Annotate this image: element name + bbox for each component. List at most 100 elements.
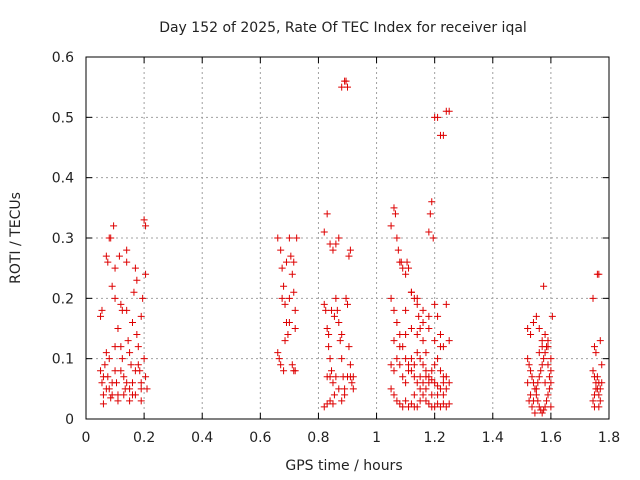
- data-point: [291, 325, 299, 332]
- data-point: [342, 294, 350, 302]
- data-point: [336, 337, 344, 345]
- data-point: [525, 361, 533, 369]
- data-point: [126, 349, 134, 357]
- data-point: [396, 400, 404, 408]
- data-point: [118, 355, 126, 363]
- data-point: [528, 373, 536, 381]
- data-point: [445, 400, 453, 408]
- data-point: [387, 294, 395, 302]
- data-point: [390, 204, 398, 212]
- data-point: [137, 397, 145, 405]
- data-point: [535, 349, 543, 357]
- data-point: [120, 373, 128, 381]
- data-point: [332, 294, 340, 302]
- data-point: [540, 355, 548, 363]
- data-point: [393, 234, 401, 242]
- data-point: [445, 107, 453, 115]
- ticks: 0 0.2 0.4 0.6 0.8 1 1.2 1.4 1.6 1.8 0 0.1 0.2 0.3 0.4 0…: [52, 50, 620, 446]
- data-point: [425, 228, 433, 236]
- x-tick-label: 1.2: [424, 430, 446, 446]
- data-point: [524, 325, 532, 332]
- data-point: [527, 391, 535, 399]
- data-point: [589, 294, 597, 302]
- data-point: [143, 385, 151, 393]
- data-point: [102, 252, 110, 260]
- y-tick-label: 0.6: [52, 50, 74, 66]
- data-point: [99, 391, 107, 399]
- data-point: [291, 367, 299, 375]
- data-point: [131, 264, 139, 272]
- data-point: [541, 331, 549, 339]
- data-point: [394, 246, 402, 254]
- data-point: [281, 337, 289, 345]
- data-point: [291, 306, 299, 314]
- data-point: [436, 343, 444, 351]
- data-point: [540, 406, 548, 414]
- data-point: [117, 367, 125, 375]
- data-point: [547, 367, 555, 375]
- data-point: [140, 355, 148, 363]
- data-point: [547, 403, 555, 411]
- data-point: [115, 252, 123, 260]
- data-point: [402, 331, 410, 339]
- y-tick-label: 0.4: [52, 171, 74, 187]
- data-point: [98, 379, 106, 387]
- data-point: [428, 198, 436, 206]
- data-point: [325, 343, 333, 351]
- data-point: [338, 355, 346, 363]
- data-point: [538, 343, 546, 351]
- data-point: [445, 337, 453, 345]
- data-point: [407, 288, 415, 296]
- data-point: [280, 282, 288, 290]
- data-point: [387, 385, 395, 393]
- data-point: [111, 343, 119, 351]
- data-point: [344, 83, 351, 91]
- data-point: [290, 258, 298, 266]
- data-point: [344, 300, 351, 308]
- data-point: [117, 300, 125, 308]
- data-point: [290, 288, 298, 296]
- data-point: [548, 312, 556, 320]
- data-point: [326, 397, 334, 405]
- data-point: [107, 234, 115, 242]
- data-point: [589, 397, 597, 405]
- data-point: [393, 355, 401, 363]
- data-point: [108, 379, 116, 387]
- data-point: [422, 349, 430, 357]
- data-point: [281, 300, 289, 308]
- data-point: [139, 294, 147, 302]
- data-point: [111, 294, 119, 302]
- data-point: [111, 264, 119, 272]
- data-point: [545, 385, 553, 393]
- data-point: [114, 397, 122, 405]
- data-point: [396, 361, 404, 369]
- data-point: [425, 325, 433, 332]
- data-point: [277, 361, 285, 369]
- data-point: [349, 373, 357, 381]
- data-point: [134, 361, 142, 369]
- data-point: [137, 379, 145, 387]
- data-point: [410, 391, 418, 399]
- data-point: [99, 373, 107, 381]
- data-point: [419, 337, 427, 345]
- data-point: [328, 367, 336, 375]
- data-point: [131, 367, 139, 375]
- data-point: [405, 367, 413, 375]
- x-tick-label: 0.2: [133, 430, 155, 446]
- data-point: [101, 361, 109, 369]
- data-point: [326, 373, 334, 381]
- data-point: [108, 391, 116, 399]
- data-point: [596, 397, 604, 405]
- chart-title: Day 152 of 2025, Rate Of TEC Index for r…: [159, 20, 527, 36]
- y-axis-label: ROTI / TECUs: [8, 192, 24, 284]
- data-point: [329, 379, 337, 387]
- data-point: [596, 337, 604, 345]
- data-point: [527, 331, 535, 339]
- data-point: [288, 270, 296, 278]
- data-point: [428, 367, 436, 375]
- data-point: [538, 409, 546, 417]
- data-point: [274, 234, 282, 242]
- data-point: [127, 361, 135, 369]
- data-point: [410, 361, 418, 369]
- data-point: [390, 306, 398, 314]
